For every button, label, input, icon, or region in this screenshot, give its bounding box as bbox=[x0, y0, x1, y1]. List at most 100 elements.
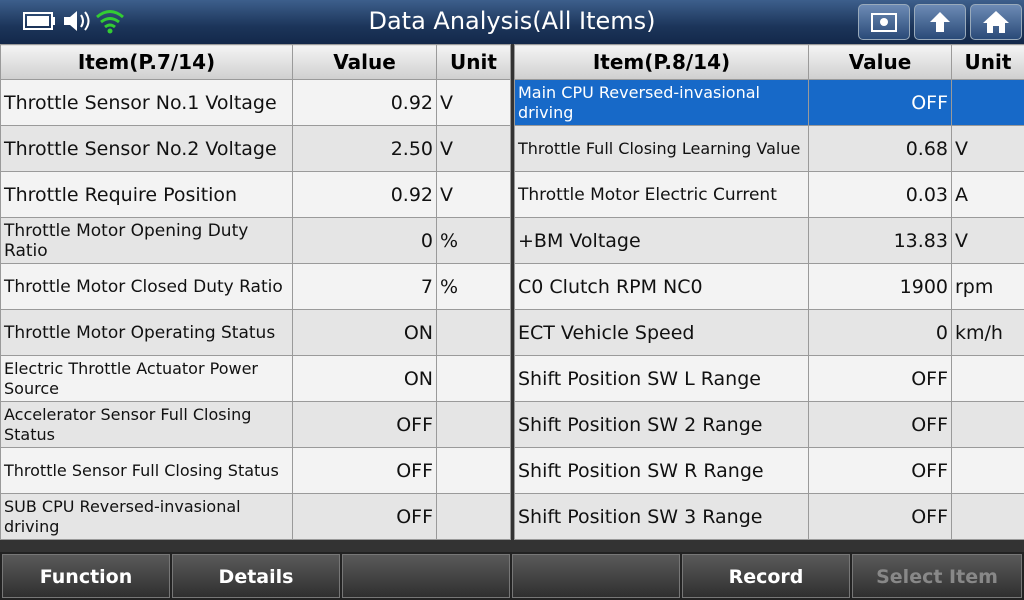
empty-button bbox=[342, 554, 510, 598]
item-cell: Shift Position SW R Range bbox=[514, 447, 809, 494]
data-table: Item(P.8/14) Value Unit Main CPU Reversed-i… bbox=[514, 44, 1024, 540]
item-cell: ECT Vehicle Speed bbox=[514, 309, 809, 356]
data-row: SUB CPU Reversed-invasional driving OFF bbox=[0, 493, 511, 540]
value-cell: 7 bbox=[292, 263, 437, 310]
value-cell: 1900 bbox=[808, 263, 952, 310]
data-row: Throttle Motor Opening Duty Ratio 0% bbox=[0, 217, 511, 264]
item-cell: Throttle Require Position bbox=[0, 171, 293, 218]
home-button[interactable] bbox=[970, 4, 1022, 40]
record-button[interactable]: Record bbox=[682, 554, 850, 598]
unit-cell bbox=[951, 401, 1024, 448]
unit-cell bbox=[436, 493, 511, 540]
value-cell: OFF bbox=[808, 79, 952, 126]
unit-cell bbox=[436, 355, 511, 402]
unit-cell bbox=[436, 447, 511, 494]
value-cell: ON bbox=[292, 355, 437, 402]
value-cell: 0.68 bbox=[808, 125, 952, 172]
unit-cell: km/h bbox=[951, 309, 1024, 356]
data-row: Throttle Motor Closed Duty Ratio 7% bbox=[0, 263, 511, 310]
unit-cell: V bbox=[436, 125, 511, 172]
column-header: Unit bbox=[951, 44, 1024, 80]
unit-cell: V bbox=[436, 79, 511, 126]
column-header: Item(P.7/14) bbox=[0, 44, 293, 80]
data-row: C0 Clutch RPM NC0 1900 rpm bbox=[514, 263, 1024, 310]
data-row: Main CPU Reversed-invasional driving OFF bbox=[514, 79, 1024, 126]
item-cell: C0 Clutch RPM NC0 bbox=[514, 263, 809, 310]
data-row: ECT Vehicle Speed 0 km/h bbox=[514, 309, 1024, 356]
column-header: Unit bbox=[436, 44, 511, 80]
value-cell: 0.92 bbox=[292, 79, 437, 126]
value-cell: OFF bbox=[808, 401, 952, 448]
left-panel: Item(P.7/14) Value Unit Throttle Sensor No.… bbox=[0, 44, 511, 540]
empty-button bbox=[512, 554, 680, 598]
value-cell: 0.03 bbox=[808, 171, 952, 218]
unit-cell bbox=[951, 447, 1024, 494]
data-row: Throttle Sensor Full Closing Status OFF bbox=[0, 447, 511, 494]
screenshot-button[interactable] bbox=[858, 4, 910, 40]
data-row: Accelerator Sensor Full Closing Status OF… bbox=[0, 401, 511, 448]
data-row: Throttle Motor Electric Current 0.03 A bbox=[514, 171, 1024, 218]
data-row: Throttle Require Position 0.92 V bbox=[0, 171, 511, 218]
data-row: Throttle Sensor No.1 Voltage 0.92 V bbox=[0, 79, 511, 126]
value-cell: ON bbox=[292, 309, 437, 356]
value-cell: OFF bbox=[808, 493, 952, 540]
unit-cell: A bbox=[951, 171, 1024, 218]
unit-cell: V bbox=[951, 125, 1024, 172]
unit-cell bbox=[951, 493, 1024, 540]
value-cell: OFF bbox=[292, 447, 437, 494]
item-cell: Throttle Sensor No.1 Voltage bbox=[0, 79, 293, 126]
data-row: Shift Position SW 3 Range OFF bbox=[514, 493, 1024, 540]
item-cell: Shift Position SW 2 Range bbox=[514, 401, 809, 448]
status-icons bbox=[23, 10, 124, 34]
data-row: Throttle Full Closing Learning Value 0.68… bbox=[514, 125, 1024, 172]
unit-cell: V bbox=[951, 217, 1024, 264]
title: Data Analysis(All Items) bbox=[368, 7, 656, 35]
data-table: Item(P.7/14) Value Unit Throttle Sensor No.… bbox=[0, 44, 511, 540]
data-row: +BM Voltage 13.83 V bbox=[514, 217, 1024, 264]
data-row: Throttle Sensor No.2 Voltage 2.50 V bbox=[0, 125, 511, 172]
button-bar: Function Details Record Select Item bbox=[0, 552, 1024, 600]
value-cell: 0 bbox=[808, 309, 952, 356]
item-cell: Throttle Motor Closed Duty Ratio bbox=[0, 263, 293, 310]
back-button[interactable] bbox=[914, 4, 966, 40]
title-bar: Data Analysis(All Items) bbox=[0, 0, 1024, 44]
item-cell: Throttle Sensor No.2 Voltage bbox=[0, 125, 293, 172]
select-item-button: Select Item bbox=[852, 554, 1022, 598]
right-panel: Item(P.8/14) Value Unit Main CPU Reversed-i… bbox=[514, 44, 1024, 540]
function-button[interactable]: Function bbox=[2, 554, 170, 598]
data-row: Electric Throttle Actuator Power Source O… bbox=[0, 355, 511, 402]
column-header: Item(P.8/14) bbox=[514, 44, 809, 80]
header-row: Item(P.8/14) Value Unit bbox=[514, 44, 1024, 80]
item-cell: Throttle Sensor Full Closing Status bbox=[0, 447, 293, 494]
unit-cell bbox=[951, 355, 1024, 402]
item-cell: Shift Position SW L Range bbox=[514, 355, 809, 402]
value-cell: OFF bbox=[808, 447, 952, 494]
value-cell: 0 bbox=[292, 217, 437, 264]
data-row: Shift Position SW 2 Range OFF bbox=[514, 401, 1024, 448]
item-cell: Throttle Motor Opening Duty Ratio bbox=[0, 217, 293, 264]
data-row: Throttle Motor Operating Status ON bbox=[0, 309, 511, 356]
unit-cell: % bbox=[436, 217, 511, 264]
value-cell: 2.50 bbox=[292, 125, 437, 172]
item-cell: Throttle Motor Electric Current bbox=[514, 171, 809, 218]
value-cell: OFF bbox=[292, 493, 437, 540]
item-cell: Shift Position SW 3 Range bbox=[514, 493, 809, 540]
details-button[interactable]: Details bbox=[172, 554, 340, 598]
unit-cell: V bbox=[436, 171, 511, 218]
column-header: Value bbox=[808, 44, 952, 80]
header-row: Item(P.7/14) Value Unit bbox=[0, 44, 511, 80]
unit-cell bbox=[436, 401, 511, 448]
value-cell: 13.83 bbox=[808, 217, 952, 264]
item-cell: Accelerator Sensor Full Closing Status bbox=[0, 401, 293, 448]
item-cell: Throttle Motor Operating Status bbox=[0, 309, 293, 356]
data-row: Shift Position SW R Range OFF bbox=[514, 447, 1024, 494]
item-cell: SUB CPU Reversed-invasional driving bbox=[0, 493, 293, 540]
unit-cell bbox=[951, 79, 1024, 126]
value-cell: OFF bbox=[292, 401, 437, 448]
data-row: Shift Position SW L Range OFF bbox=[514, 355, 1024, 402]
unit-cell bbox=[436, 309, 511, 356]
unit-cell: rpm bbox=[951, 263, 1024, 310]
item-cell: Throttle Full Closing Learning Value bbox=[514, 125, 809, 172]
value-cell: OFF bbox=[808, 355, 952, 402]
